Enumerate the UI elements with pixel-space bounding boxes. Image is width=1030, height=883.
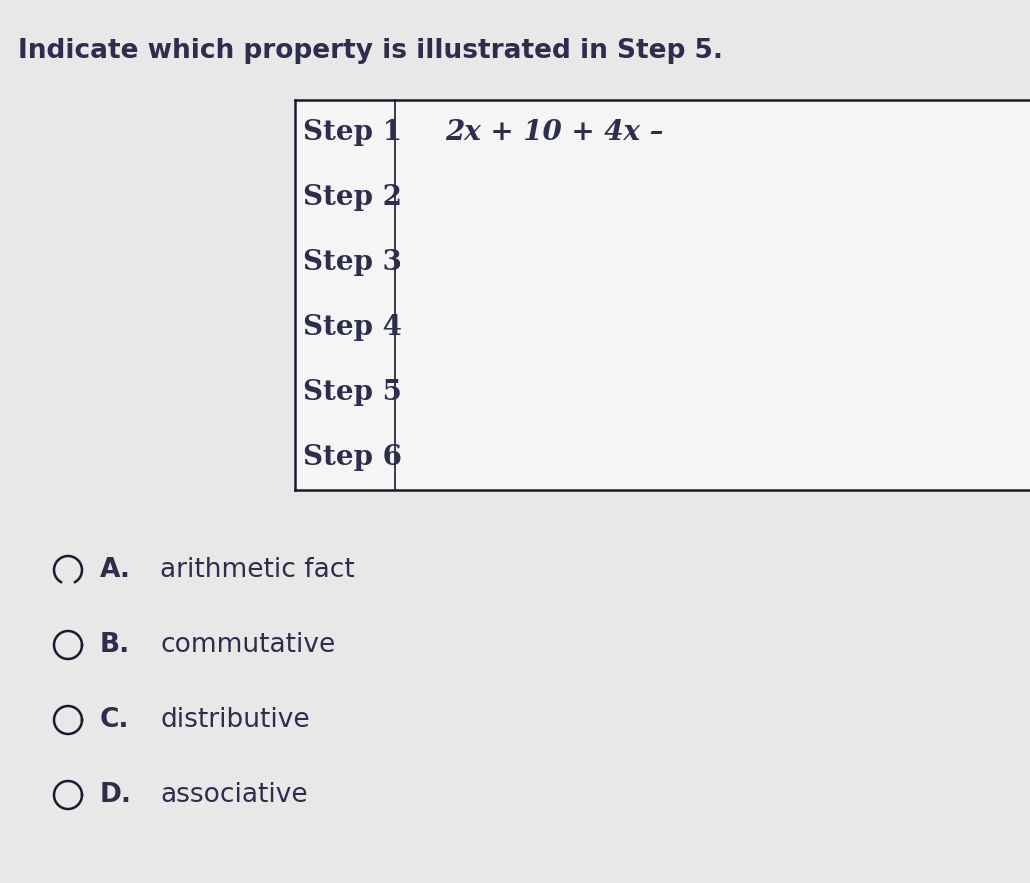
Text: Step 5: Step 5 xyxy=(303,379,402,406)
Text: 2x + 10 + 4x –: 2x + 10 + 4x – xyxy=(445,119,663,146)
Text: Indicate which property is illustrated in Step 5.: Indicate which property is illustrated i… xyxy=(18,38,723,64)
Text: commutative: commutative xyxy=(160,632,335,658)
Text: Step 4: Step 4 xyxy=(303,314,402,341)
Text: arithmetic fact: arithmetic fact xyxy=(160,557,354,583)
Text: Step 6: Step 6 xyxy=(303,444,402,471)
Text: Step 1: Step 1 xyxy=(303,119,402,146)
Text: Step 2: Step 2 xyxy=(303,184,402,211)
Text: C.: C. xyxy=(100,707,130,733)
Text: distributive: distributive xyxy=(160,707,310,733)
Text: Step 3: Step 3 xyxy=(303,249,402,276)
Bar xyxy=(295,100,1030,490)
Text: B.: B. xyxy=(100,632,130,658)
Text: associative: associative xyxy=(160,782,308,808)
Text: A.: A. xyxy=(100,557,131,583)
Text: D.: D. xyxy=(100,782,132,808)
